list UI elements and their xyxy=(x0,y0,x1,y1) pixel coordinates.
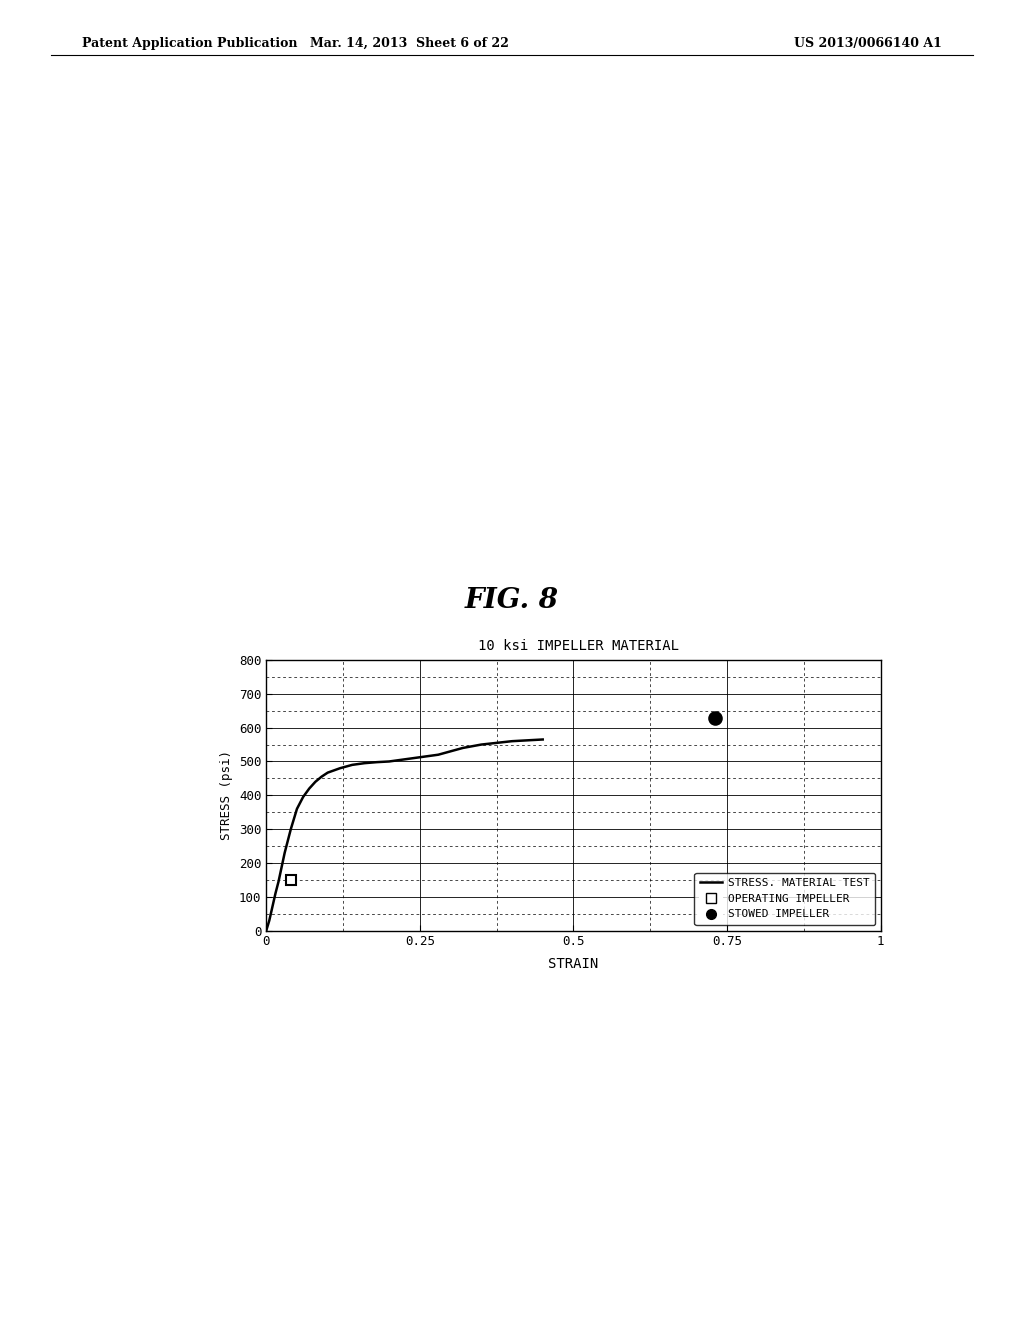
Text: 10 ksi IMPELLER MATERIAL: 10 ksi IMPELLER MATERIAL xyxy=(478,639,679,653)
Text: FIG. 8: FIG. 8 xyxy=(465,587,559,614)
Legend: STRESS. MATERIAL TEST, OPERATING IMPELLER, STOWED IMPELLER: STRESS. MATERIAL TEST, OPERATING IMPELLE… xyxy=(694,873,876,925)
Text: Mar. 14, 2013  Sheet 6 of 22: Mar. 14, 2013 Sheet 6 of 22 xyxy=(310,37,509,50)
X-axis label: STRAIN: STRAIN xyxy=(548,957,599,970)
Text: Patent Application Publication: Patent Application Publication xyxy=(82,37,297,50)
Y-axis label: STRESS (psi): STRESS (psi) xyxy=(220,750,233,841)
Text: US 2013/0066140 A1: US 2013/0066140 A1 xyxy=(795,37,942,50)
